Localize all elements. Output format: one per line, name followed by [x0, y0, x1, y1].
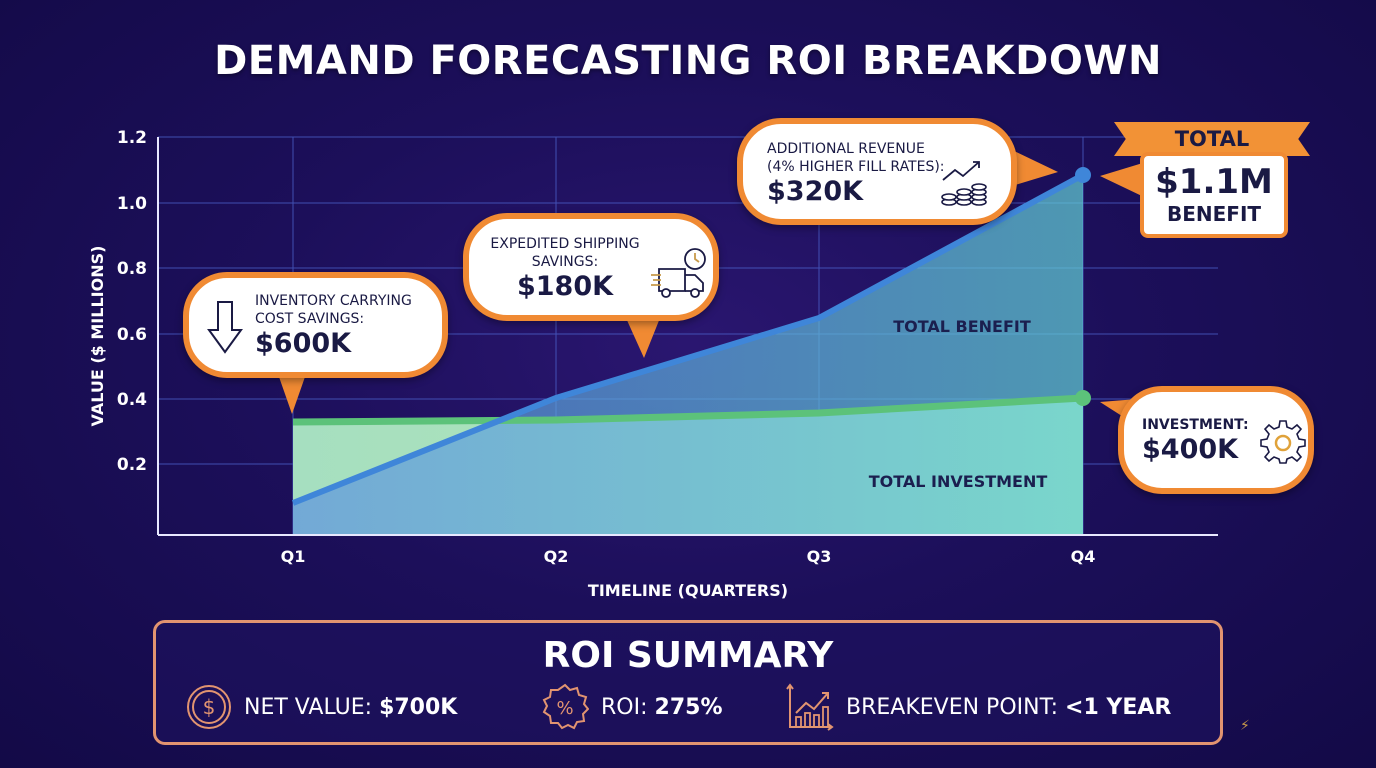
y-tick: 0.8 [117, 259, 147, 279]
breakeven-label: BREAKEVEN POINT: [846, 694, 1059, 720]
arrow-down-icon [207, 301, 243, 354]
breakeven-metric: BREAKEVEN POINT: <1 YEAR [786, 683, 1172, 731]
roi-chart: 1.2 1.0 0.8 0.6 0.4 0.2 Q1 Q2 Q3 Q4 TIME… [88, 128, 1218, 600]
y-tick: 0.6 [117, 325, 147, 345]
revenue-label-line2: (4% HIGHER FILL RATES): [767, 159, 945, 175]
inventory-label-line2: COST SAVINGS: [255, 311, 365, 327]
net-value-amount: $700K [379, 694, 458, 720]
investment-value: $400K [1142, 434, 1239, 465]
net-value-label: NET VALUE: [244, 694, 373, 720]
y-tick: 0.2 [117, 455, 147, 475]
roi-value: 275% [654, 694, 723, 720]
growth-chart-icon [786, 683, 834, 731]
total-benefit-box: $1.1M BENEFIT [1140, 152, 1288, 238]
total-benefit-sub: BENEFIT [1166, 202, 1262, 226]
breakeven-value: <1 YEAR [1065, 694, 1172, 720]
y-tick: 1.2 [117, 128, 147, 148]
shipping-label-line1: EXPEDITED SHIPPING [490, 236, 640, 252]
roi-summary-panel: ROI SUMMARY $ NET VALUE: $700K % ROI: 27… [153, 620, 1223, 745]
percent-badge-icon: % [542, 683, 589, 730]
watermark-icon: ⚡ [1240, 718, 1250, 734]
inventory-value: $600K [255, 328, 352, 359]
benefit-line [291, 172, 1085, 506]
benefit-area-label: TOTAL BENEFIT [893, 317, 1031, 336]
additional-revenue-callout: ADDITIONAL REVENUE (4% HIGHER FILL RATES… [737, 118, 1017, 225]
investment-area-label: TOTAL INVESTMENT [869, 472, 1048, 491]
dollar-coin-icon: $ [187, 685, 231, 729]
investment-callout: INVESTMENT: $400K [1118, 386, 1314, 494]
revenue-value: $320K [767, 176, 864, 207]
delivery-truck-icon [651, 248, 706, 298]
x-tick: Q1 [281, 547, 306, 566]
net-value-metric: $ NET VALUE: $700K [186, 685, 457, 729]
y-axis-title: VALUE ($ MILLIONS) [88, 246, 107, 427]
x-tick: Q3 [807, 547, 832, 566]
inventory-savings-callout: INVENTORY CARRYING COST SAVINGS: $600K [183, 272, 448, 378]
x-tick: Q4 [1071, 547, 1096, 566]
revenue-callout-tail [1012, 150, 1058, 186]
roi-summary-title: ROI SUMMARY [542, 635, 834, 676]
shipping-savings-callout: EXPEDITED SHIPPING SAVINGS: $180K [463, 213, 719, 321]
roi-metric: % ROI: 275% [541, 683, 723, 730]
total-benefit-value: $1.1M [1155, 162, 1273, 202]
inventory-callout-tail [278, 374, 306, 414]
page-title: DEMAND FORECASTING ROI BREAKDOWN [214, 38, 1162, 84]
x-tick: Q2 [544, 547, 569, 566]
investment-label: INVESTMENT: [1142, 417, 1249, 433]
investment-endpoint[interactable] [1075, 390, 1091, 406]
shipping-value: $180K [516, 271, 614, 302]
svg-text:%: % [556, 698, 573, 719]
total-ribbon: TOTAL [1114, 122, 1310, 156]
gear-icon [1260, 420, 1306, 464]
x-axis-title: TIMELINE (QUARTERS) [588, 581, 788, 600]
investment-line [292, 394, 1084, 426]
svg-text:$: $ [203, 695, 216, 719]
y-tick: 0.4 [117, 390, 147, 410]
roi-label: ROI: [601, 694, 648, 720]
benefit-endpoint[interactable] [1075, 167, 1091, 183]
shipping-callout-tail [626, 318, 660, 358]
total-callout-tail [1100, 162, 1146, 198]
coins-growth-icon [941, 161, 987, 206]
shipping-label-line2: SAVINGS: [531, 254, 599, 270]
inventory-label-line1: INVENTORY CARRYING [255, 293, 412, 309]
benefit-area [293, 175, 1083, 535]
y-tick: 1.0 [117, 194, 147, 214]
revenue-label-line1: ADDITIONAL REVENUE [767, 141, 925, 157]
